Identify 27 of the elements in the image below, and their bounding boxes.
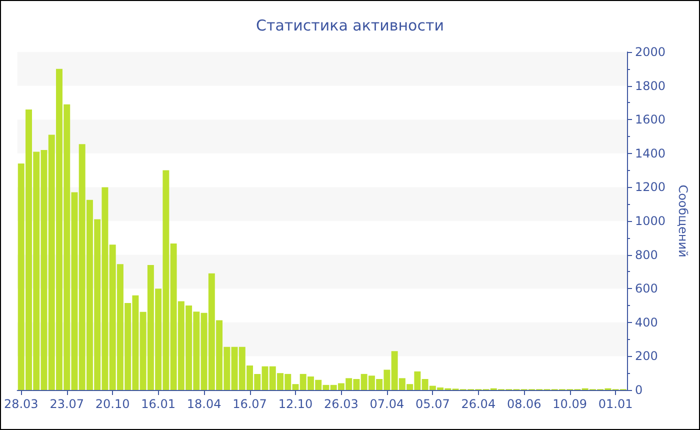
x-tick-label: 10.09 (552, 397, 588, 411)
x-tick-label: 28.03 (4, 397, 38, 411)
x-tick-label: 12.10 (278, 397, 313, 411)
x-tick-label: 16.07 (232, 397, 267, 411)
x-tick-label: 26.03 (324, 397, 358, 411)
y-tick-label: 1800 (635, 78, 666, 93)
x-tick-label: 01.01 (598, 397, 633, 411)
x-tick-label: 05.07 (415, 397, 450, 411)
y-axis-title: Сообщений (676, 184, 690, 258)
x-tick-label: 18.04 (186, 397, 222, 411)
y-tick-label: 2000 (635, 45, 666, 59)
x-tick-label: 16.01 (141, 397, 176, 411)
y-tick-label: 1000 (635, 214, 666, 228)
y-tick-label: 1600 (635, 112, 666, 127)
y-tick-label: 400 (635, 315, 658, 330)
x-tick-label: 08.06 (506, 397, 542, 411)
x-tick-label: 23.07 (50, 397, 84, 411)
y-tick-label: 1400 (635, 146, 666, 160)
y-tick-label: 800 (635, 248, 658, 262)
y-tick-label: 0 (635, 383, 643, 397)
chart-title: Статистика активности (256, 16, 444, 34)
y-tick-label: 200 (635, 349, 658, 364)
y-tick-label: 600 (635, 282, 658, 296)
y-tick-label: 1200 (635, 180, 666, 194)
x-tick-label: 20.10 (95, 397, 130, 411)
x-tick-label: 26.04 (461, 397, 496, 411)
x-tick-label: 07.04 (370, 397, 404, 411)
